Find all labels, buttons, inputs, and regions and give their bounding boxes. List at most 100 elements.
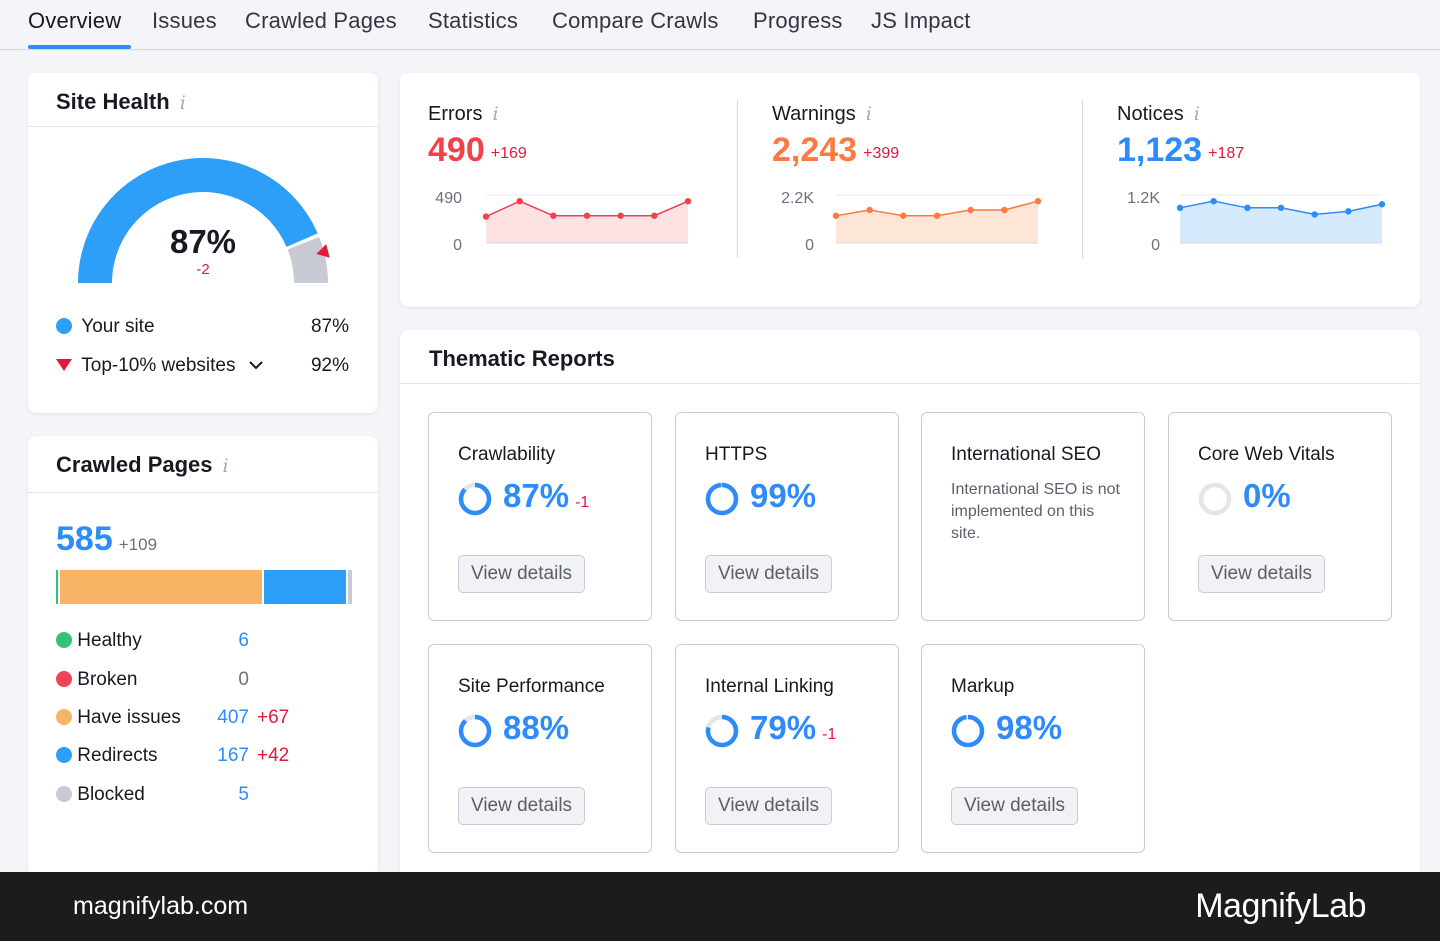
separator (1082, 100, 1083, 258)
sparkline-point[interactable] (516, 198, 523, 205)
info-icon[interactable]: i (222, 455, 229, 477)
sparkline-point[interactable] (651, 212, 658, 219)
tab-statistics[interactable]: Statistics (428, 8, 519, 33)
crawled-pages-total[interactable]: 585 +109 (56, 520, 158, 558)
sparkline-point[interactable] (684, 198, 692, 205)
view-details-button[interactable]: View details (951, 787, 1079, 825)
footer-domain: magnifylab.com (73, 892, 249, 920)
sparkline-point[interactable] (1034, 198, 1042, 205)
progress-ring-icon (458, 714, 492, 748)
sparkline-point[interactable] (1244, 204, 1251, 211)
bar-segment-blocked[interactable] (347, 570, 353, 604)
warnings-sparkline (832, 194, 1042, 244)
sparkline-point[interactable] (1277, 204, 1285, 211)
orange-dot-icon (56, 709, 72, 725)
sparkline-point[interactable] (900, 212, 907, 219)
have-issues-count[interactable]: 407 (217, 707, 249, 728)
tile-name: HTTPS (705, 444, 768, 465)
sparkline-point[interactable] (1001, 206, 1008, 214)
sparkline-point[interactable] (617, 212, 624, 219)
tile-name: Markup (951, 676, 1015, 697)
view-details-button[interactable]: View details (458, 787, 586, 825)
tab-js-impact[interactable]: JS Impact (871, 8, 971, 33)
info-icon[interactable]: i (865, 103, 872, 125)
ring-fill (458, 482, 492, 516)
bar-segment-healthy[interactable] (56, 570, 61, 604)
site-health-card: Site Health i 87% -2 Your site 87% Top-10… (28, 73, 378, 413)
sparkline-point[interactable] (550, 212, 557, 219)
legend-redirects: Redirects (56, 745, 158, 767)
info-icon[interactable]: i (492, 103, 499, 125)
view-details-button[interactable]: View details (705, 787, 833, 825)
crawled-pages-stacked-bar (56, 570, 353, 604)
tile-name: Core Web Vitals (1198, 444, 1335, 465)
thematic-reports-card: Thematic Reports Crawlability 87% -1 View… (400, 330, 1420, 890)
warnings-axis-top: 2.2K (781, 190, 814, 207)
tab-crawled-pages[interactable]: Crawled Pages (245, 8, 397, 33)
top10-dropdown[interactable]: Top-10% websites (56, 355, 263, 377)
tile-name: Internal Linking (705, 676, 834, 697)
sparkline-point[interactable] (583, 212, 591, 219)
separator (737, 100, 738, 258)
sparkline-point[interactable] (482, 213, 490, 220)
sparkline-point[interactable] (1345, 208, 1352, 215)
sparkline-area (836, 201, 1038, 243)
sparkline-point[interactable] (967, 206, 974, 214)
sparkline-point[interactable] (832, 212, 840, 219)
blocked-count[interactable]: 5 (238, 784, 249, 805)
thematic-reports-title: Thematic Reports (429, 346, 615, 371)
gauge-remaining-arc (287, 236, 328, 284)
sparkline-area (1180, 201, 1382, 243)
ring-fill (705, 714, 739, 748)
info-icon[interactable]: i (1193, 103, 1200, 125)
chevron-down-icon (249, 361, 263, 370)
tab-issues[interactable]: Issues (152, 8, 217, 33)
tile-name: Site Performance (458, 676, 605, 697)
site-health-gauge (78, 158, 330, 284)
view-details-button[interactable]: View details (705, 555, 833, 593)
errors-value[interactable]: 490 +169 (428, 131, 527, 169)
tile-percent: 98% (996, 709, 1063, 746)
bar-segment-redirects[interactable] (264, 570, 348, 604)
sparkline-point[interactable] (1378, 201, 1386, 208)
sparkline-point[interactable] (1311, 211, 1318, 218)
errors-sparkline (482, 194, 692, 244)
bar-segment-have-issues[interactable] (60, 570, 265, 604)
tab-overview[interactable]: Overview (28, 8, 122, 33)
footer-banner: magnifylab.com MagnifyLab (0, 872, 1440, 941)
view-details-button[interactable]: View details (458, 555, 586, 593)
tile-percent: 88% (503, 709, 570, 746)
issues-summary-card: Errors i 490 +169 490 0 Warnings i 2,243 +39… (400, 73, 1420, 307)
have-issues-delta: +67 (257, 707, 290, 728)
tab-bar: Overview Issues Crawled Pages Statistics… (0, 0, 1440, 50)
red-dot-icon (56, 671, 72, 687)
tile-site-performance: Site Performance 88% View details (428, 644, 652, 853)
sparkline-point[interactable] (866, 206, 873, 214)
tile-https: HTTPS 99% View details (675, 412, 899, 621)
progress-ring-icon (705, 714, 739, 748)
notices-axis-top: 1.2K (1127, 190, 1160, 207)
notices-value[interactable]: 1,123 +187 (1117, 131, 1245, 169)
notices-label: Notices i (1117, 103, 1200, 125)
sparkline-point[interactable] (1176, 204, 1184, 211)
warnings-value[interactable]: 2,243 +399 (772, 131, 900, 169)
sparkline-point[interactable] (933, 212, 941, 219)
site-health-score: 87% (169, 223, 237, 260)
broken-count: 0 (238, 669, 249, 690)
ring-fill (705, 482, 739, 516)
site-health-title: Site Health i (56, 89, 186, 114)
progress-ring-icon (1198, 482, 1232, 516)
sparkline-point[interactable] (1210, 198, 1217, 205)
info-icon[interactable]: i (179, 92, 186, 114)
redirects-count[interactable]: 167 (217, 745, 249, 766)
notices-axis-bottom: 0 (1151, 237, 1160, 254)
progress-ring-icon (705, 482, 739, 516)
view-details-button[interactable]: View details (1198, 555, 1326, 593)
errors-axis-bottom: 0 (453, 237, 462, 254)
tab-progress[interactable]: Progress (753, 8, 843, 33)
tab-compare-crawls[interactable]: Compare Crawls (552, 8, 719, 33)
ring-fill (951, 714, 985, 748)
healthy-count[interactable]: 6 (238, 630, 249, 651)
top10-value: 92% (310, 355, 349, 376)
crawled-pages-card: Crawled Pages i 585 +109 Healthy 6 Broken … (28, 436, 378, 876)
